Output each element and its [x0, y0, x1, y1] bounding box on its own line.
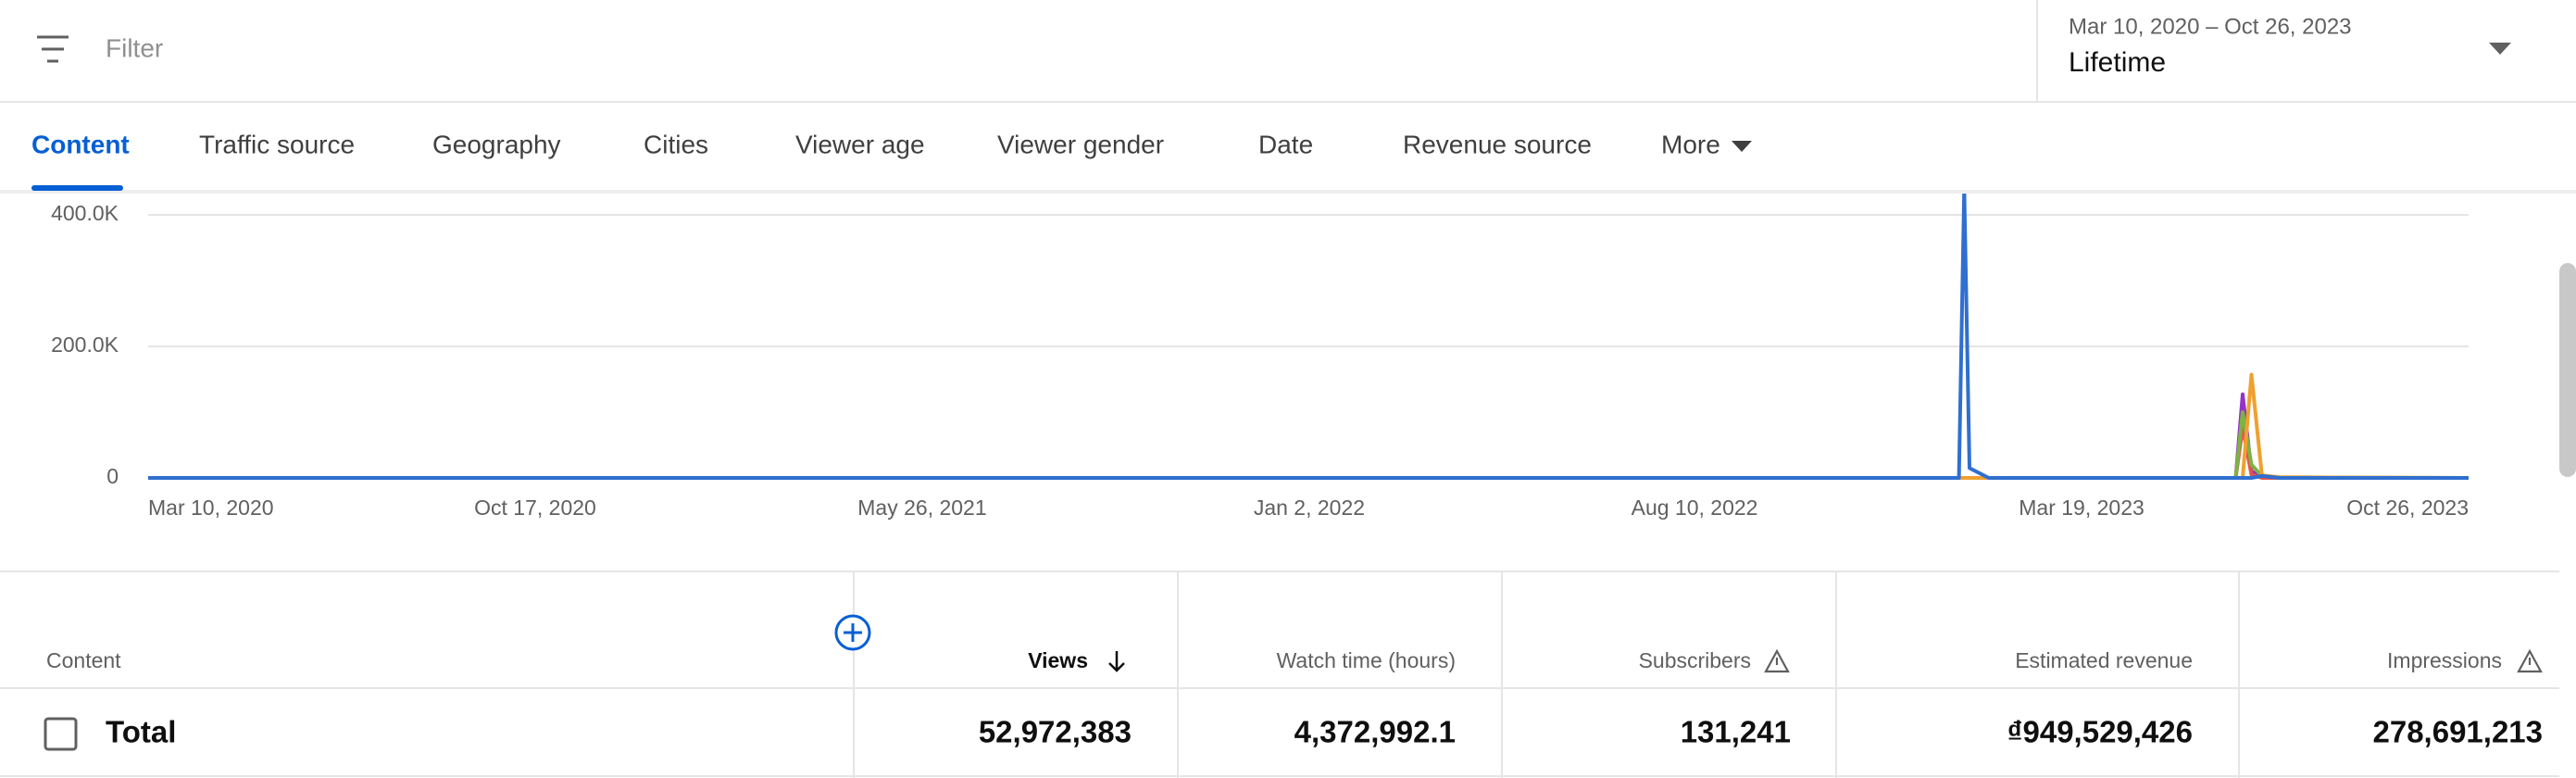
active-tab-indicator [31, 185, 123, 191]
cell-value: ₫949,529,426 [2007, 715, 2193, 749]
tab-shadow [0, 190, 2576, 194]
x-tick-label: May 26, 2021 [857, 496, 986, 520]
table-header: Content Views Watch time (hours) Subscriber… [46, 648, 2502, 672]
x-tick-label: Aug 10, 2022 [1632, 496, 1758, 520]
y-tick-label: 0 [106, 464, 119, 488]
tab[interactable]: Viewer gender [997, 130, 1164, 158]
series-line [148, 410, 2470, 480]
series-line [148, 425, 2469, 480]
x-tick-label: Oct 26, 2023 [2346, 496, 2469, 520]
tab-bar: Content Traffic source Geography Cities View… [31, 130, 1720, 158]
y-tick-label: 200.0K [51, 333, 119, 357]
date-preset[interactable]: Lifetime [2069, 47, 2166, 78]
tab[interactable]: More [1661, 130, 1720, 158]
tab[interactable]: Traffic source [199, 130, 355, 158]
column-header[interactable]: Subscribers [1639, 648, 1751, 672]
column-header[interactable]: Views [1028, 648, 1088, 672]
column-header: Content [46, 648, 121, 672]
tab[interactable]: Content [31, 130, 130, 158]
date-range[interactable]: Mar 10, 2020 – Oct 26, 2023 [2069, 14, 2352, 39]
series-line [148, 186, 2469, 480]
x-tick-label: Mar 10, 2020 [148, 496, 274, 520]
top-bar: Filter Mar 10, 2020 – Oct 26, 2023 Lifet… [0, 0, 2576, 194]
y-tick-label: 400.0K [51, 201, 119, 225]
checkbox[interactable] [44, 717, 78, 751]
cell-value: 4,372,992.1 [1294, 715, 1456, 749]
total-row: Total 52,972,383 4,372,992.1 131,241 ₫949,52… [106, 715, 2543, 749]
tab[interactable]: Date [1258, 130, 1313, 158]
filter-icon[interactable] [37, 35, 69, 63]
filter-input[interactable]: Filter [106, 33, 163, 62]
dropdown-arrow[interactable] [2489, 43, 2511, 55]
warning-icon [1764, 648, 2543, 673]
x-tick-label: Oct 17, 2020 [474, 496, 596, 520]
more-arrow[interactable] [1732, 141, 1752, 152]
series-line [148, 372, 2470, 480]
cell-value: 278,691,213 [2372, 715, 2543, 749]
x-tick-label: Mar 19, 2023 [2019, 496, 2145, 520]
cell-value: 52,972,383 [979, 715, 1132, 749]
tab[interactable]: Geography [432, 130, 561, 158]
column-header[interactable]: Watch time (hours) [1277, 648, 1456, 672]
scrollbar[interactable] [2559, 263, 2576, 477]
column-header[interactable]: Impressions [2387, 648, 2502, 672]
tab[interactable]: Cities [644, 130, 708, 158]
header-background [0, 0, 2576, 191]
cell-value: 131,241 [1681, 715, 1791, 749]
tab[interactable]: Viewer age [795, 130, 925, 158]
tab[interactable]: Revenue source [1403, 130, 1592, 158]
sort-arrow[interactable] [1108, 651, 1125, 672]
chart: 0 200.0K 400.0K Mar 10, 2020 Oct 17, 2020 May… [51, 186, 2470, 520]
table [0, 571, 2559, 778]
row-label: Total [106, 715, 176, 749]
add-column-button[interactable] [834, 614, 871, 651]
x-tick-label: Jan 2, 2022 [1254, 496, 1365, 520]
series-line [148, 392, 2469, 480]
column-header[interactable]: Estimated revenue [2015, 648, 2193, 672]
